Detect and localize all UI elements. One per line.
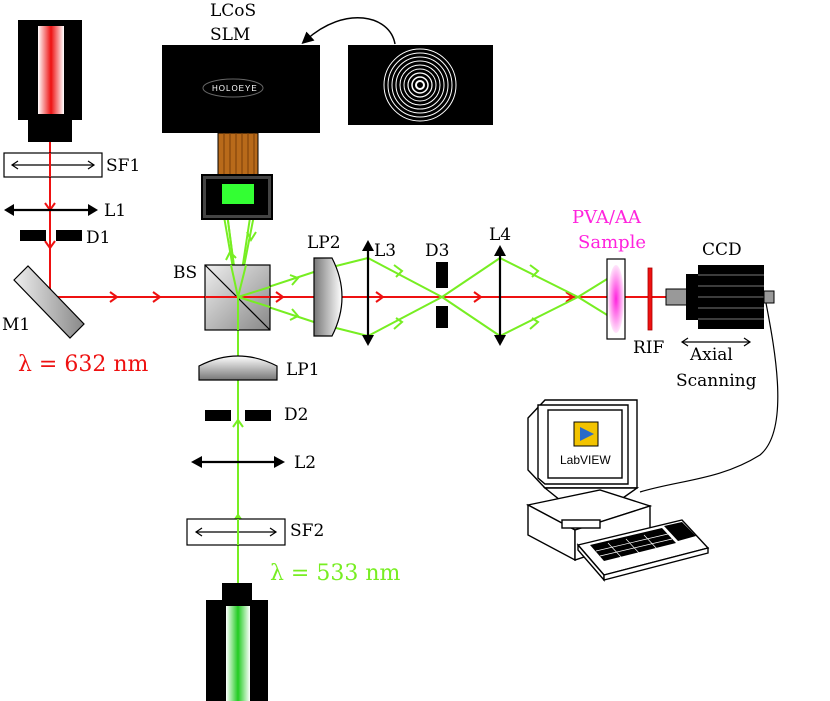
label-scanning: Scanning: [676, 371, 757, 391]
label-bs: BS: [173, 263, 197, 283]
holoeye-logo-text: HOLOEYE: [212, 84, 258, 93]
label-sample-line1: PVA/AA: [572, 207, 642, 228]
keyboard-keys: [590, 522, 696, 561]
red-laser: [18, 20, 82, 142]
diaphragm-d1: D1: [20, 228, 110, 248]
label-rif: RIF: [633, 338, 665, 358]
lens-l1: L1: [4, 201, 126, 221]
ccd-camera: CCD Axial Scanning: [665, 240, 775, 391]
label-slm-line1: LCoS: [210, 1, 256, 21]
lens-l3: L3: [362, 240, 396, 346]
label-sf2: SF2: [290, 521, 324, 541]
label-d2: D2: [284, 405, 308, 425]
label-axial: Axial: [689, 345, 733, 365]
ccd-cable: [639, 302, 779, 493]
label-l2: L2: [294, 453, 316, 473]
green-beam-over-bs: [230, 264, 271, 330]
diaphragm-d2: D2: [205, 405, 308, 425]
lcos-slm: LCoS SLM HOLOEYE: [162, 1, 320, 220]
label-l4: L4: [489, 225, 511, 245]
pva-aa-sample: PVA/AA Sample: [572, 207, 646, 340]
hologram-pattern-image: [348, 45, 493, 125]
label-l1: L1: [104, 201, 126, 221]
filter-rif: RIF: [633, 267, 665, 358]
label-l3: L3: [374, 241, 396, 261]
spatial-filter-sf2: SF2: [186, 518, 324, 546]
label-m1: M1: [2, 315, 30, 335]
hologram-to-slm-arrow: [301, 17, 396, 45]
green-laser: [206, 583, 268, 701]
label-sf1: SF1: [106, 156, 140, 176]
label-d1: D1: [86, 228, 110, 248]
label-lp1: LP1: [286, 360, 320, 380]
label-d3: D3: [425, 241, 449, 261]
red-wavelength-label: λ = 632 nm: [18, 352, 149, 377]
label-slm-line2: SLM: [210, 25, 250, 45]
green-wavelength-label: λ = 533 nm: [270, 561, 401, 586]
label-lp2: LP2: [307, 233, 341, 253]
labview-logo: LabVIEW: [560, 421, 611, 467]
lens-l2: L2: [191, 453, 316, 473]
mirror-m1: M1: [2, 265, 85, 339]
label-sample-line2: Sample: [578, 232, 646, 253]
lens-l4: L4: [489, 225, 511, 346]
label-ccd: CCD: [702, 240, 742, 260]
diaphragm-d3: D3: [425, 241, 449, 328]
lens-lp1: LP1: [198, 355, 320, 381]
labview-label: LabVIEW: [560, 453, 611, 467]
keyboard-key-grid: [595, 533, 673, 559]
spatial-filter-sf1: SF1: [3, 152, 140, 178]
lens-lp2: LP2: [307, 233, 343, 337]
